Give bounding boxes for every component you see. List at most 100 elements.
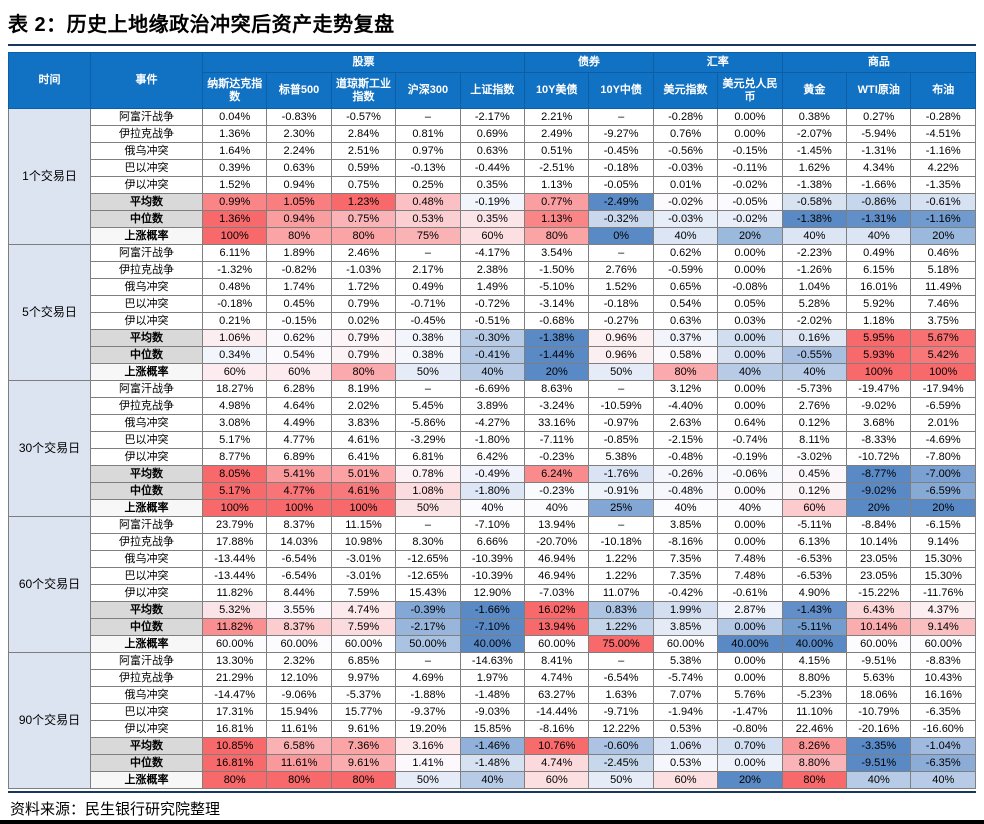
value-cell: -2.17% xyxy=(395,618,461,636)
value-cell: 12.22% xyxy=(588,720,654,738)
value-cell: 40% xyxy=(652,499,719,517)
event-label-cell: 伊拉克战争 xyxy=(90,533,203,551)
value-cell: -0.42% xyxy=(652,584,719,602)
value-cell: 15.30% xyxy=(910,567,976,585)
value-cell: -0.82% xyxy=(266,261,332,279)
value-cell: 5.38% xyxy=(588,448,654,466)
value-cell: 1.99% xyxy=(652,601,719,619)
period-label-cell: 90个交易日 xyxy=(8,652,91,789)
value-cell: -7.11% xyxy=(524,431,590,449)
value-cell: -0.41% xyxy=(459,346,526,364)
event-label-cell: 伊拉克战争 xyxy=(90,669,203,687)
value-cell: 23.79% xyxy=(201,516,268,534)
value-cell: 5.41% xyxy=(266,465,332,483)
value-cell: 60.00% xyxy=(652,635,719,653)
value-cell: 4.77% xyxy=(266,482,332,500)
value-cell: -0.74% xyxy=(717,431,783,449)
value-cell: 100% xyxy=(330,499,397,517)
value-cell: -0.86% xyxy=(846,193,912,211)
value-cell: 0.79% xyxy=(330,346,397,364)
value-cell: 60% xyxy=(781,499,848,517)
value-cell: -15.22% xyxy=(846,584,912,602)
value-cell: -0.72% xyxy=(459,295,526,313)
value-cell: -19.47% xyxy=(846,380,912,398)
value-cell: -9.02% xyxy=(846,397,912,415)
value-cell: 9.61% xyxy=(330,720,397,738)
value-cell: 80% xyxy=(266,771,332,789)
value-cell: -8.16% xyxy=(652,533,719,551)
value-cell: 17.88% xyxy=(201,533,268,551)
value-cell: 0.12% xyxy=(781,482,848,500)
column-header-cell: 道琼斯工业指数 xyxy=(330,72,397,109)
value-cell: 8.05% xyxy=(201,465,268,483)
value-cell: -0.19% xyxy=(717,448,783,466)
value-cell: 11.82% xyxy=(201,618,268,636)
value-cell: 7.07% xyxy=(652,686,719,704)
value-cell: 11.07% xyxy=(588,584,654,602)
value-cell: -1.03% xyxy=(330,261,397,279)
group-header-cell: 股票 xyxy=(201,52,526,73)
value-cell: 20% xyxy=(910,227,976,245)
value-cell: -9.51% xyxy=(846,652,912,670)
value-cell: -1.94% xyxy=(652,703,719,721)
value-cell: 2.24% xyxy=(266,142,332,160)
value-cell: 5.42% xyxy=(910,346,976,364)
value-cell: 17.31% xyxy=(201,703,268,721)
value-cell: 0.01% xyxy=(652,176,719,194)
value-cell: -0.18% xyxy=(201,295,268,313)
value-cell: -3.29% xyxy=(395,431,461,449)
value-cell: -1.48% xyxy=(459,754,526,772)
value-cell: -0.56% xyxy=(652,142,719,160)
value-cell: -1.80% xyxy=(459,482,526,500)
value-cell: 1.06% xyxy=(201,329,268,347)
value-cell: 8.41% xyxy=(524,652,590,670)
value-cell: -8.84% xyxy=(846,516,912,534)
value-cell: 4.90% xyxy=(781,584,848,602)
value-cell: 16.81% xyxy=(201,720,268,738)
value-cell: 20% xyxy=(717,227,783,245)
value-cell: 40% xyxy=(459,499,526,517)
value-cell: 6.58% xyxy=(266,737,332,755)
value-cell: 7.59% xyxy=(330,584,397,602)
value-cell: -9.71% xyxy=(588,703,654,721)
value-cell: 15.30% xyxy=(910,550,976,568)
value-cell: -0.59% xyxy=(652,261,719,279)
value-cell: -3.02% xyxy=(781,448,848,466)
value-cell: 50.00% xyxy=(395,635,461,653)
value-cell: 8.80% xyxy=(781,669,848,687)
stat-label-cell: 上涨概率 xyxy=(90,363,203,381)
value-cell: 0.39% xyxy=(201,159,268,177)
column-header-cell: 标普500 xyxy=(266,72,332,109)
value-cell: – xyxy=(588,244,654,262)
value-cell: 0.38% xyxy=(395,346,461,364)
value-cell: -4.17% xyxy=(459,244,526,262)
value-cell: 5.18% xyxy=(910,261,976,279)
value-cell: 0.00% xyxy=(717,125,783,143)
value-cell: 1.05% xyxy=(266,193,332,211)
value-cell: -7.00% xyxy=(910,465,976,483)
value-cell: 40% xyxy=(781,227,848,245)
value-cell: 40% xyxy=(846,771,912,789)
value-cell: 6.13% xyxy=(781,533,848,551)
value-cell: 0.54% xyxy=(652,295,719,313)
value-cell: -0.49% xyxy=(459,465,526,483)
event-label-cell: 巴以冲突 xyxy=(90,159,203,177)
value-cell: -0.48% xyxy=(652,448,719,466)
group-header-cell: 债券 xyxy=(524,52,654,73)
value-cell: 40% xyxy=(910,771,976,789)
value-cell: 8.44% xyxy=(266,584,332,602)
value-cell: 0.51% xyxy=(524,142,590,160)
value-cell: 4.74% xyxy=(524,669,590,687)
value-cell: -6.54% xyxy=(266,550,332,568)
value-cell: 33.16% xyxy=(524,414,590,432)
event-label-cell: 阿富汗战争 xyxy=(90,516,203,534)
value-cell: -0.80% xyxy=(717,720,783,738)
period-label-cell: 1个交易日 xyxy=(8,108,91,245)
value-cell: -5.86% xyxy=(395,414,461,432)
value-cell: 0.65% xyxy=(652,278,719,296)
value-cell: 3.85% xyxy=(652,618,719,636)
value-cell: 10.14% xyxy=(846,533,912,551)
value-cell: 8.30% xyxy=(395,533,461,551)
value-cell: -4.51% xyxy=(910,125,976,143)
value-cell: 0.00% xyxy=(717,397,783,415)
